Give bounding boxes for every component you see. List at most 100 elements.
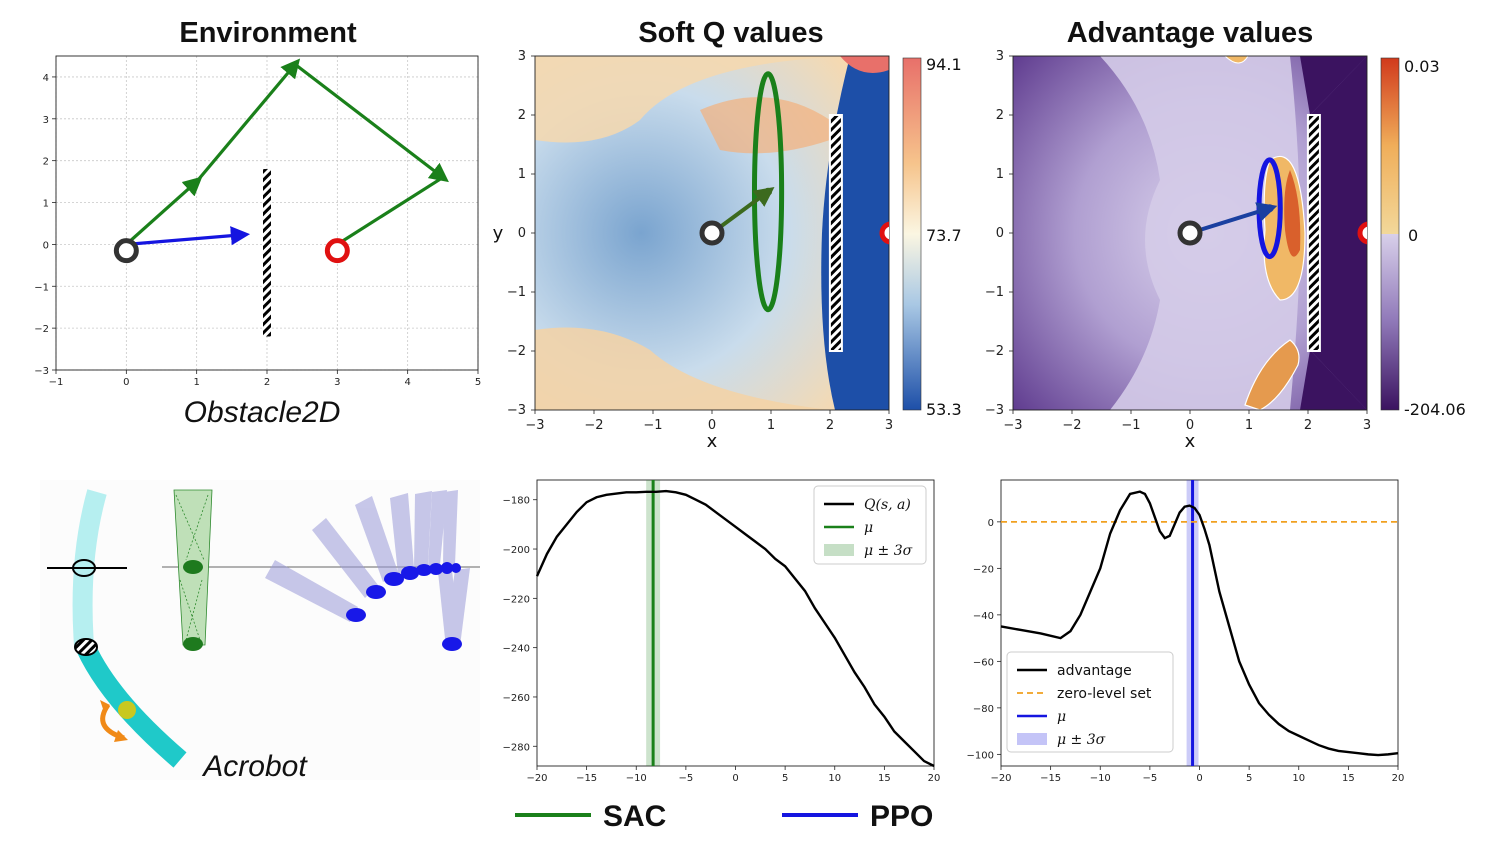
x-tick-label: 5 (1246, 773, 1252, 784)
x-tick-label: 0 (1196, 773, 1202, 784)
advantage-colorbar (1380, 57, 1400, 411)
y-tick-label: 2 (43, 157, 49, 168)
x-tick-label: 1 (767, 418, 775, 433)
legend-label: μ (864, 520, 873, 536)
y-tick-label: 0 (518, 226, 526, 241)
action-endpoint (764, 187, 773, 196)
action-arrow (1189, 202, 1278, 235)
y-tick-label: 0 (996, 226, 1004, 241)
x-tick-label: 0 (1186, 418, 1194, 433)
rotation-arrowhead-top-icon (100, 700, 110, 712)
x-tick-label: −2 (1062, 418, 1081, 433)
soft-q-cbar-min: 53.3 (926, 400, 962, 419)
x-tick-label: −5 (679, 773, 694, 784)
y-tick-label: −20 (973, 564, 994, 575)
x-tick-label: −1 (643, 418, 662, 433)
x-tick-label: 0 (123, 377, 129, 388)
y-tick-label: −240 (503, 644, 530, 655)
advantage-cbar-min: -204.06 (1404, 400, 1466, 419)
soft-q-title: Soft Q values (638, 17, 823, 49)
action-endpoint (1265, 204, 1274, 213)
y-tick-label: −80 (973, 704, 994, 715)
goal-marker (324, 238, 350, 264)
legend: Q(s, a) μ μ ± 3σ (813, 485, 927, 565)
advantage-cbar-mid: 0 (1408, 226, 1418, 245)
acrobot-frame2-joint-bottom (183, 637, 203, 651)
x-tick-label: 3 (334, 377, 340, 388)
sac-trajectory-segment (336, 176, 444, 246)
environment-title: Environment (179, 17, 357, 49)
x-tick-label: 15 (1342, 773, 1355, 784)
x-tick-label: −1 (49, 377, 64, 388)
y-tick-label: −100 (967, 750, 994, 761)
goal-marker (879, 221, 889, 245)
advantage-dark-region (1300, 56, 1367, 410)
y-tick-label: 0 (43, 240, 49, 251)
x-axis-label: x (1185, 431, 1196, 452)
sac-trajectory-segment (294, 63, 449, 183)
acrobot-frame2-joint-top (183, 560, 203, 574)
goal-clip-group (879, 221, 889, 245)
x-tick-label: 20 (928, 773, 941, 784)
y-tick-label: 3 (996, 49, 1004, 64)
y-tick-label: −180 (503, 496, 530, 507)
legend-label: advantage (1057, 663, 1132, 679)
x-tick-label: −20 (526, 773, 547, 784)
x-tick-label: −10 (626, 773, 647, 784)
x-axis-label: x (707, 431, 718, 452)
start-marker (699, 220, 725, 246)
acrobot-joint-top (72, 559, 96, 577)
soft-q-cbar-mid: 73.7 (926, 226, 962, 245)
advantage-peak (1284, 170, 1301, 257)
y-tick-label: 3 (43, 115, 49, 126)
y-tick-label: 1 (518, 167, 526, 182)
y-tick-label: −3 (985, 403, 1004, 418)
sac-trajectory-segment (195, 58, 301, 183)
y-tick-label: −220 (503, 594, 530, 605)
acrobot-background (40, 480, 480, 780)
x-tick-label: 20 (1392, 773, 1405, 784)
soft-q-peak (700, 97, 830, 154)
sac-trajectory-segment (125, 176, 203, 246)
y-tick-label: 0 (988, 518, 994, 529)
legend-frame (813, 485, 927, 565)
x-tick-label: −2 (584, 418, 603, 433)
y-tick-label: 4 (43, 73, 49, 84)
obstacle-label: Obstacle2D (184, 396, 341, 429)
x-tick-label: −3 (1003, 418, 1022, 433)
x-tick-label: −15 (576, 773, 597, 784)
acrobot-link-ghost (72, 489, 107, 646)
y-tick-label: 1 (996, 167, 1004, 182)
x-tick-label: −10 (1090, 773, 1111, 784)
x-tick-label: 5 (475, 377, 481, 388)
y-tick-label: −2 (34, 324, 49, 335)
y-tick-label: −200 (503, 545, 530, 556)
soft-q-heatmap: −3 −2 −1 0 1 2 3 −3 −2 −1 0 1 2 3 x y (493, 49, 893, 452)
y-tick-label: 3 (518, 49, 526, 64)
y-tick-label: −1 (985, 285, 1004, 300)
legend-label: zero-level set (1057, 686, 1152, 702)
x-tick-label: 10 (828, 773, 841, 784)
y-tick-label: −1 (34, 282, 49, 293)
acrobot-joint-end (118, 701, 136, 719)
y-tick-label: −3 (34, 366, 49, 377)
x-tick-label: 15 (878, 773, 891, 784)
y-tick-label: 2 (518, 108, 526, 123)
y-tick-label: −60 (973, 657, 994, 668)
advantage-title: Advantage values (1067, 17, 1314, 49)
acrobot-frame3-links (265, 490, 470, 648)
y-tick-label: −3 (507, 403, 526, 418)
advantage-positive-lower (1244, 339, 1300, 411)
y-tick-label: −260 (503, 693, 530, 704)
acrobot-link-active (76, 643, 187, 768)
x-tick-label: 4 (404, 377, 410, 388)
obstacle-wall (1306, 114, 1321, 352)
series-line (535, 489, 935, 768)
soft-q-cbar-max: 94.1 (926, 55, 962, 74)
x-tick-label: 0 (708, 418, 716, 433)
obstacle-wall (263, 169, 271, 337)
legend-label: Q(s, a) (864, 497, 911, 513)
environment-plot: −1 0 1 2 3 4 5 −3 −2 −1 0 1 2 3 4 (34, 55, 481, 388)
x-tick-label: 2 (1304, 418, 1312, 433)
advantage-curve-chart: −20 −15 −10 −5 0 5 10 15 20 0 −20 −40 −60 −80 −100 adva… (967, 479, 1405, 784)
